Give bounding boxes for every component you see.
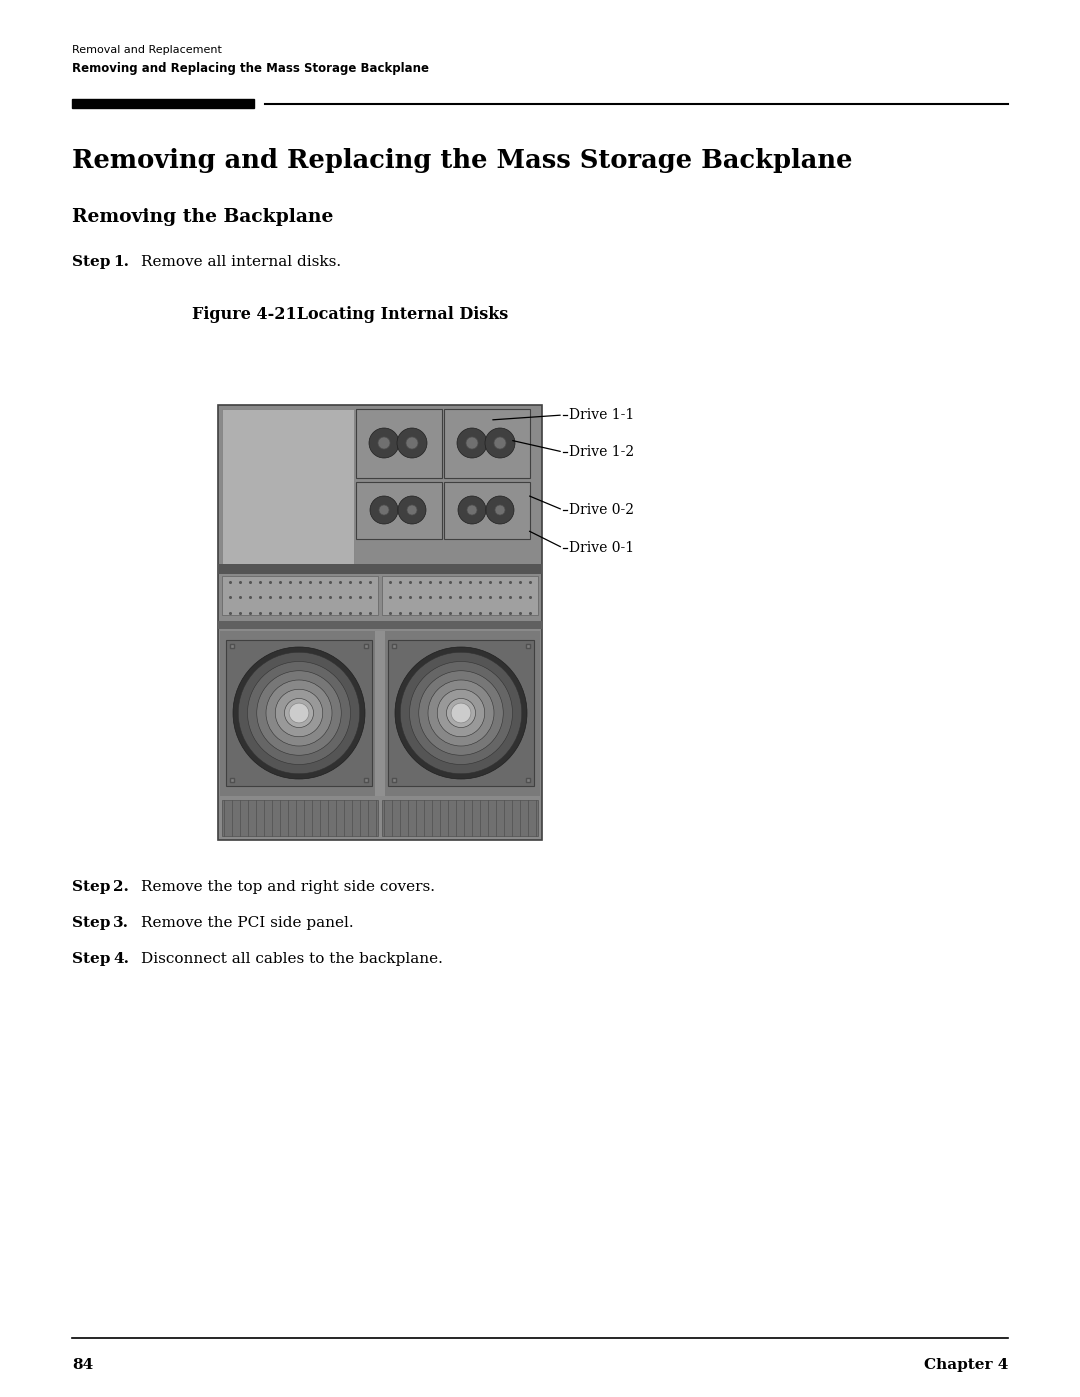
Text: Remove all internal disks.: Remove all internal disks. [141, 256, 341, 270]
Text: Step: Step [72, 951, 110, 965]
Circle shape [406, 437, 418, 448]
Bar [388, 640, 534, 787]
Text: 84: 84 [72, 1358, 93, 1372]
Circle shape [409, 662, 513, 764]
Text: 2.: 2. [113, 880, 129, 894]
Circle shape [399, 496, 426, 524]
Circle shape [369, 427, 399, 458]
Bar [222, 409, 354, 566]
Text: Removing and Replacing the Mass Storage Backplane: Removing and Replacing the Mass Storage … [72, 148, 852, 173]
Bar [356, 409, 442, 478]
Circle shape [397, 427, 427, 458]
Bar [356, 482, 442, 539]
Bar [218, 405, 542, 840]
Bar [72, 99, 254, 108]
Text: 3.: 3. [113, 916, 129, 930]
Circle shape [257, 671, 341, 756]
Bar [382, 576, 538, 615]
Bar [444, 482, 530, 539]
Text: Disconnect all cables to the backplane.: Disconnect all cables to the backplane. [141, 951, 443, 965]
Bar [220, 631, 540, 796]
Circle shape [370, 496, 399, 524]
Circle shape [247, 662, 351, 764]
Text: Step: Step [72, 916, 110, 930]
Circle shape [379, 504, 389, 515]
Bar [218, 622, 542, 629]
Circle shape [284, 698, 313, 728]
Text: Figure 4-21Locating Internal Disks: Figure 4-21Locating Internal Disks [192, 306, 509, 323]
Bar [218, 564, 542, 574]
Circle shape [458, 496, 486, 524]
Text: Removing the Backplane: Removing the Backplane [72, 208, 334, 226]
Circle shape [486, 496, 514, 524]
Text: Remove the PCI side panel.: Remove the PCI side panel. [141, 916, 353, 930]
Circle shape [289, 703, 309, 722]
Circle shape [401, 652, 522, 774]
Circle shape [457, 427, 487, 458]
Circle shape [419, 671, 503, 756]
Bar [222, 800, 378, 835]
Text: Removing and Replacing the Mass Storage Backplane: Removing and Replacing the Mass Storage … [72, 61, 429, 75]
Circle shape [378, 437, 390, 448]
Circle shape [233, 647, 365, 780]
Text: Drive 1-2: Drive 1-2 [569, 446, 634, 460]
Circle shape [467, 504, 477, 515]
Circle shape [275, 689, 323, 736]
Bar [226, 640, 372, 787]
Bar [382, 800, 538, 835]
Circle shape [395, 647, 527, 780]
Circle shape [451, 703, 471, 722]
Text: Drive 1-1: Drive 1-1 [569, 408, 634, 422]
Circle shape [437, 689, 485, 736]
Circle shape [239, 652, 360, 774]
Text: Drive 0-1: Drive 0-1 [569, 541, 634, 555]
Circle shape [465, 437, 478, 448]
Bar [375, 631, 384, 796]
Circle shape [266, 680, 332, 746]
Bar [444, 409, 530, 478]
Circle shape [485, 427, 515, 458]
Circle shape [407, 504, 417, 515]
Text: 1.: 1. [113, 256, 129, 270]
Text: Drive 0-2: Drive 0-2 [569, 503, 634, 517]
Text: Step: Step [72, 256, 110, 270]
Circle shape [494, 437, 507, 448]
Text: Removal and Replacement: Removal and Replacement [72, 45, 221, 54]
Circle shape [428, 680, 494, 746]
Text: 4.: 4. [113, 951, 129, 965]
Text: Remove the top and right side covers.: Remove the top and right side covers. [141, 880, 435, 894]
Bar [222, 576, 378, 615]
Text: Chapter 4: Chapter 4 [923, 1358, 1008, 1372]
Circle shape [446, 698, 475, 728]
Text: Step: Step [72, 880, 110, 894]
Circle shape [495, 504, 505, 515]
